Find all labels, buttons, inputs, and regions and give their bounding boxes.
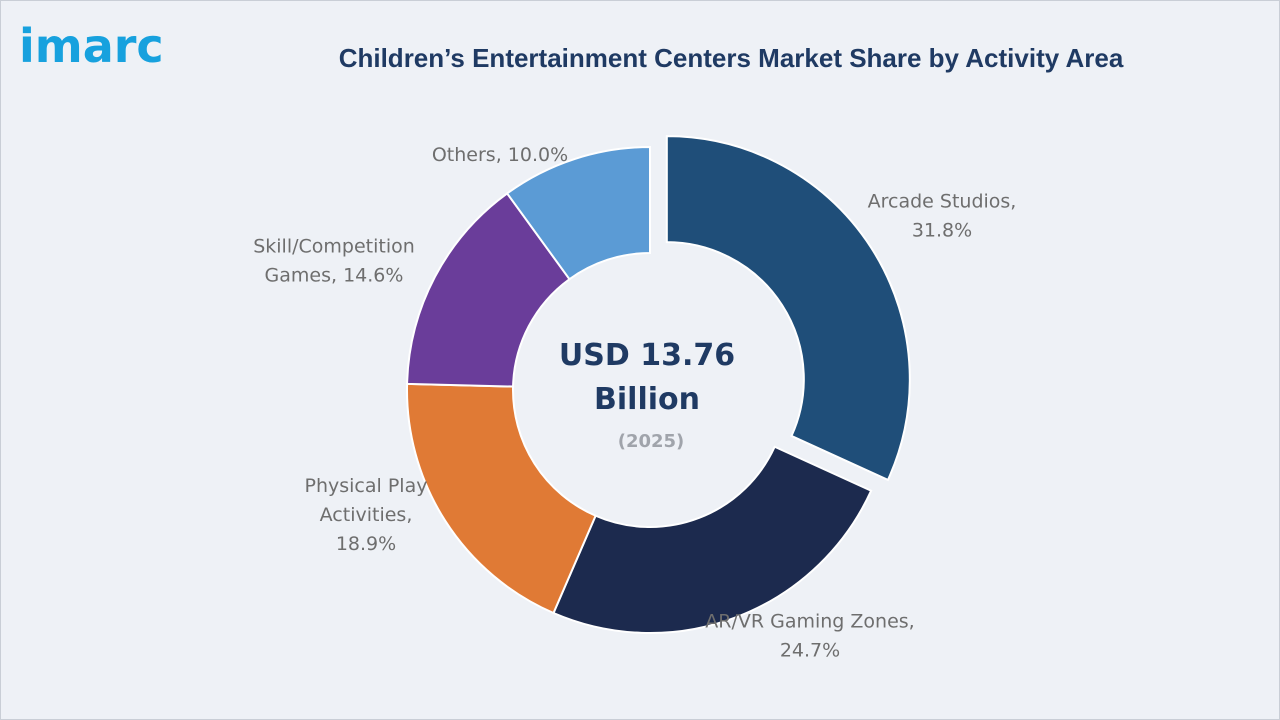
center-value-line1: USD 13.76 xyxy=(559,338,735,373)
slice-label-arcade-studios: Arcade Studios, 31.8% xyxy=(868,191,1017,242)
slice-skill-competition-games xyxy=(406,192,571,388)
slice-arcade-studios xyxy=(665,135,911,482)
slice-ar-vr-gaming-zones xyxy=(552,445,873,634)
slice-label-ar-vr-gaming-zones: AR/VR Gaming Zones, 24.7% xyxy=(705,611,914,662)
slice-label-physical-play-activities: Physical Play Activities, 18.9% xyxy=(305,475,428,555)
center-value-line2: Billion xyxy=(594,382,700,417)
slice-others xyxy=(505,145,651,281)
slice-label-others: Others, 10.0% xyxy=(432,144,568,166)
slice-physical-play-activities xyxy=(406,382,597,615)
center-year: (2025) xyxy=(618,431,685,452)
imarc-logo: imarc xyxy=(19,19,164,73)
chart-title: Children’s Entertainment Centers Market … xyxy=(338,43,1124,73)
slice-label-skill-competition-games: Skill/Competition Games, 14.6% xyxy=(253,236,415,287)
